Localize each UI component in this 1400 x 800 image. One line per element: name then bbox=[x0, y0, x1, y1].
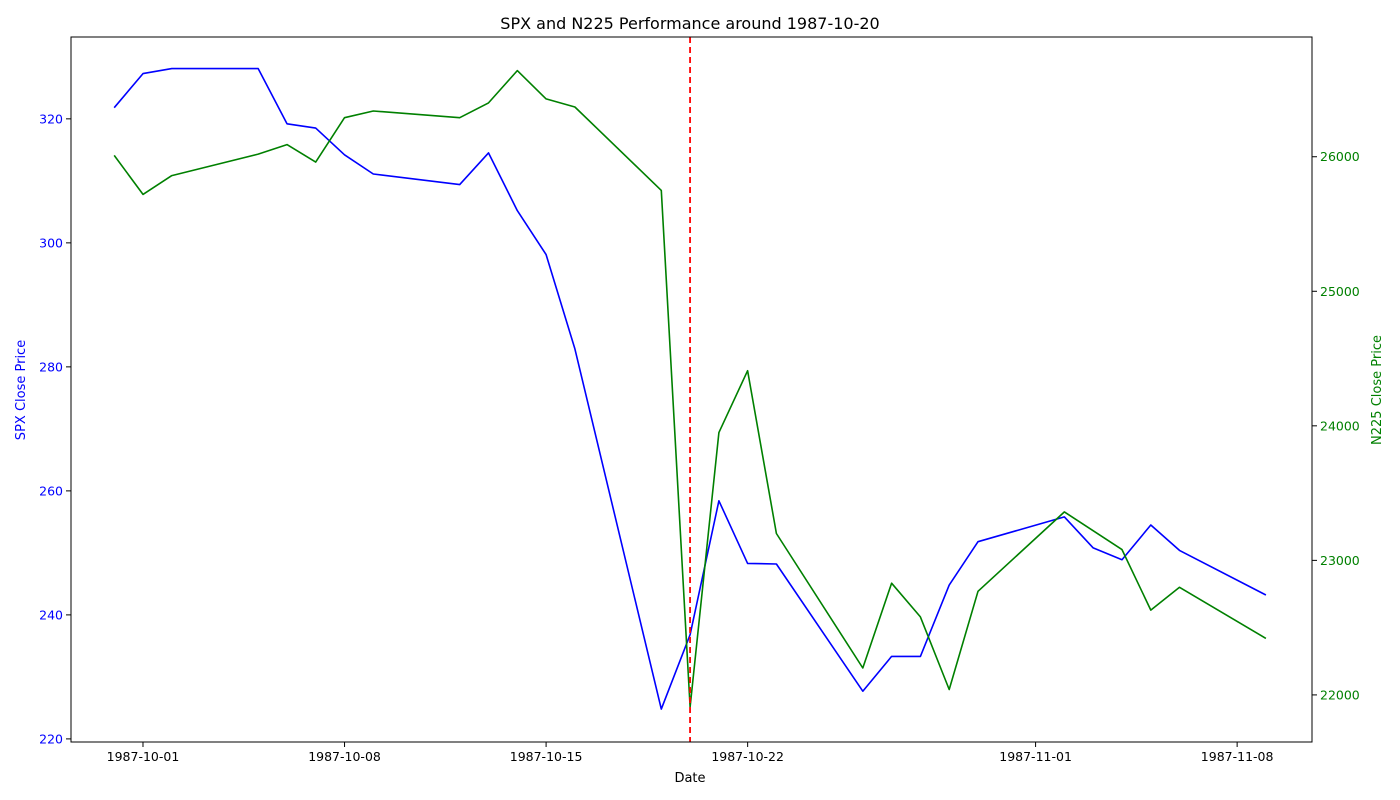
y-left-tick-label: 320 bbox=[39, 111, 63, 126]
y-right-tick-label: 24000 bbox=[1320, 418, 1360, 433]
y-left-tick-label: 220 bbox=[39, 731, 63, 746]
y-left-tick-label: 240 bbox=[39, 607, 63, 622]
x-axis-label: Date bbox=[674, 771, 705, 786]
y-right-axis-label: N225 Close Price bbox=[1370, 335, 1385, 445]
y-axis-right: 22000 23000 24000 25000 26000 bbox=[1312, 149, 1360, 702]
spx-series-line bbox=[113, 67, 1267, 710]
y-axis-left: 220 240 260 280 300 320 bbox=[39, 111, 71, 746]
x-tick-label: 1987-11-08 bbox=[1201, 749, 1274, 764]
y-left-axis-label: SPX Close Price bbox=[14, 340, 29, 440]
x-tick-label: 1987-10-08 bbox=[308, 749, 381, 764]
y-right-tick-label: 22000 bbox=[1320, 687, 1360, 702]
x-tick-label: 1987-10-22 bbox=[711, 749, 784, 764]
plot-frame bbox=[70, 36, 1313, 743]
x-tick-label: 1987-10-15 bbox=[510, 749, 583, 764]
x-tick-label: 1987-11-01 bbox=[999, 749, 1072, 764]
x-axis: 1987-10-01 1987-10-08 1987-10-15 1987-10-22… bbox=[107, 742, 1274, 764]
x-tick-label: 1987-10-01 bbox=[107, 749, 180, 764]
y-right-tick-label: 26000 bbox=[1320, 149, 1360, 164]
n225-series-line bbox=[113, 69, 1267, 708]
y-right-tick-label: 23000 bbox=[1320, 553, 1360, 568]
y-right-tick-label: 25000 bbox=[1320, 284, 1360, 299]
y-left-tick-label: 260 bbox=[39, 483, 63, 498]
y-left-tick-label: 300 bbox=[39, 235, 63, 250]
y-left-tick-label: 280 bbox=[39, 359, 63, 374]
chart-title: SPX and N225 Performance around 1987-10-… bbox=[500, 14, 879, 33]
plot-area bbox=[113, 37, 1267, 742]
